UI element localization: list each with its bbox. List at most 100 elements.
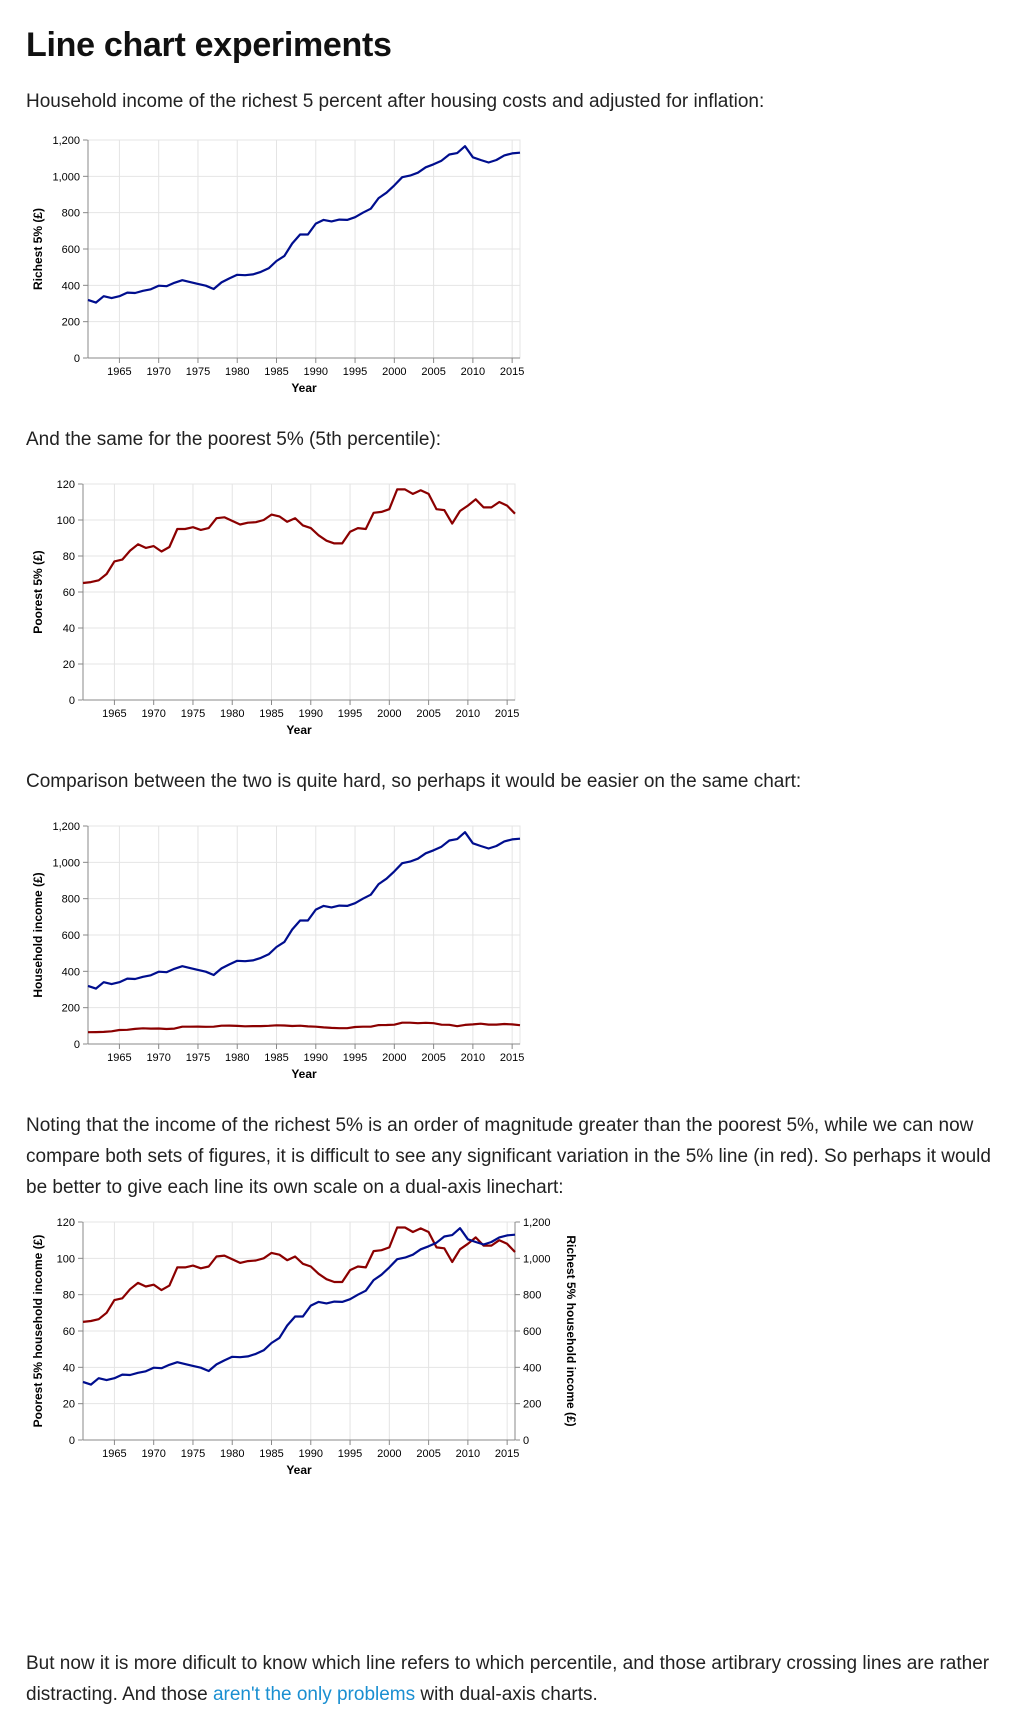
y-tick-label: 60 [63,1326,75,1338]
y-tick-label: 1,000 [52,171,80,183]
x-tick-label: 1985 [264,1052,288,1064]
x-axis-title: Year [291,1067,317,1081]
x-tick-label: 1980 [220,708,244,720]
right-y-tick-label: 200 [523,1399,541,1411]
x-tick-label: 1965 [102,708,126,720]
poorest-chart: 1965 1970 1975 1980 1985 1990 1995 2000 2005 2010… [31,479,519,737]
x-tick-label: 1995 [338,1448,362,1460]
y-tick-label: 40 [63,623,75,635]
y-axis-title: Richest 5% (£) [31,208,45,290]
combined-chart: 1965 1970 1975 1980 1985 1990 1995 2000 2005 2010… [31,821,524,1081]
x-tick-label: 1975 [181,708,205,720]
y-tick-label: 80 [63,1290,75,1302]
right-y-tick-label: 800 [523,1290,541,1302]
x-tick-label: 2015 [500,1052,524,1064]
x-tick-label: 1990 [299,1448,323,1460]
x-axis-title: Year [286,1463,312,1477]
right-y-axis-title: Richest 5% household income (£) [564,1235,578,1426]
y-tick-label: 100 [57,515,75,527]
y-tick-label: 60 [63,587,75,599]
x-tick-label: 2015 [500,366,524,378]
x-tick-label: 1985 [259,1448,283,1460]
poorest-series-line [82,488,516,585]
x-tick-label: 2015 [495,1448,519,1460]
x-tick-label: 2000 [377,708,401,720]
x-tick-label: 2005 [416,1448,440,1460]
x-tick-label: 1995 [338,708,362,720]
richest-series-line [82,1227,516,1386]
x-tick-label: 2000 [382,1052,406,1064]
y-axis-title: Household income (£) [31,872,45,997]
poorest-series-line [87,1021,521,1034]
x-tick-label: 1970 [146,1052,170,1064]
right-y-tick-label: 400 [523,1362,541,1374]
x-tick-label: 1980 [225,366,249,378]
x-tick-label: 1965 [107,366,131,378]
dual-axis-chart: 1965 1970 1975 1980 1985 1990 1995 2000 2005 2010… [31,1217,578,1477]
y-tick-label: 200 [62,1003,80,1015]
x-tick-label: 1990 [304,1052,328,1064]
y-tick-label: 600 [62,244,80,256]
right-y-tick-label: 1,200 [523,1217,551,1229]
y-tick-label: 20 [63,1399,75,1411]
x-tick-label: 1995 [343,1052,367,1064]
x-tick-label: 1985 [259,708,283,720]
y-axis-title: Poorest 5% household income (£) [31,1235,45,1428]
x-tick-label: 1965 [102,1448,126,1460]
x-tick-label: 1965 [107,1052,131,1064]
y-tick-label: 1,200 [52,821,80,833]
richest-series-line [87,831,521,990]
right-y-tick-label: 0 [523,1435,529,1447]
x-tick-label: 1990 [304,366,328,378]
conclusion-text-start: But now it is more dificult to know whic… [26,1653,990,1705]
y-tick-label: 0 [69,695,75,707]
y-tick-label: 400 [62,966,80,978]
x-tick-label: 2000 [377,1448,401,1460]
x-tick-label: 2010 [456,1448,480,1460]
x-tick-label: 1980 [220,1448,244,1460]
right-y-tick-label: 1,000 [523,1253,551,1265]
x-tick-label: 1985 [264,366,288,378]
y-tick-label: 120 [57,1217,75,1229]
x-tick-label: 1995 [343,366,367,378]
y-tick-label: 20 [63,659,75,671]
x-tick-label: 1970 [141,708,165,720]
intro-paragraph: Household income of the richest 5 percen… [26,91,765,112]
y-tick-label: 100 [57,1253,75,1265]
y-tick-label: 0 [69,1435,75,1447]
poorest-series-line [82,1226,516,1323]
x-tick-label: 1970 [146,366,170,378]
y-tick-label: 40 [63,1362,75,1374]
x-tick-label: 2000 [382,366,406,378]
x-tick-label: 2005 [416,708,440,720]
x-tick-label: 1975 [181,1448,205,1460]
richest-chart: 1965 1970 1975 1980 1985 1990 1995 2000 2005 2010… [31,135,524,395]
x-tick-label: 1990 [299,708,323,720]
x-tick-label: 1975 [186,366,210,378]
richest-series-line [87,145,521,304]
y-tick-label: 0 [74,1039,80,1051]
x-tick-label: 2010 [461,1052,485,1064]
page-title: Line chart experiments [26,26,392,64]
x-tick-label: 1980 [225,1052,249,1064]
x-tick-label: 2005 [421,366,445,378]
x-tick-label: 2010 [461,366,485,378]
y-tick-label: 800 [62,208,80,220]
y-axis-title: Poorest 5% (£) [31,550,45,633]
dual-axis-problems-link[interactable]: aren't the only problems [212,1684,416,1705]
y-tick-label: 1,200 [52,135,80,147]
y-tick-label: 400 [62,280,80,292]
x-axis-title: Year [291,381,317,395]
y-tick-label: 800 [62,894,80,906]
dual-axis-intro-paragraph: Noting that the income of the richest 5%… [26,1115,991,1198]
right-y-tick-label: 600 [523,1326,541,1338]
poorest-intro-paragraph: And the same for the poorest 5% (5th per… [26,429,442,450]
x-axis-title: Year [286,723,312,737]
x-tick-label: 1970 [141,1448,165,1460]
conclusion-paragraph: But now it is more dificult to know whic… [26,1648,1016,1710]
x-tick-label: 2005 [421,1052,445,1064]
comparison-paragraph: Comparison between the two is quite hard… [26,771,802,792]
y-tick-label: 200 [62,317,80,329]
conclusion-text-end: with dual-axis charts. [415,1684,598,1705]
x-tick-label: 2010 [456,708,480,720]
